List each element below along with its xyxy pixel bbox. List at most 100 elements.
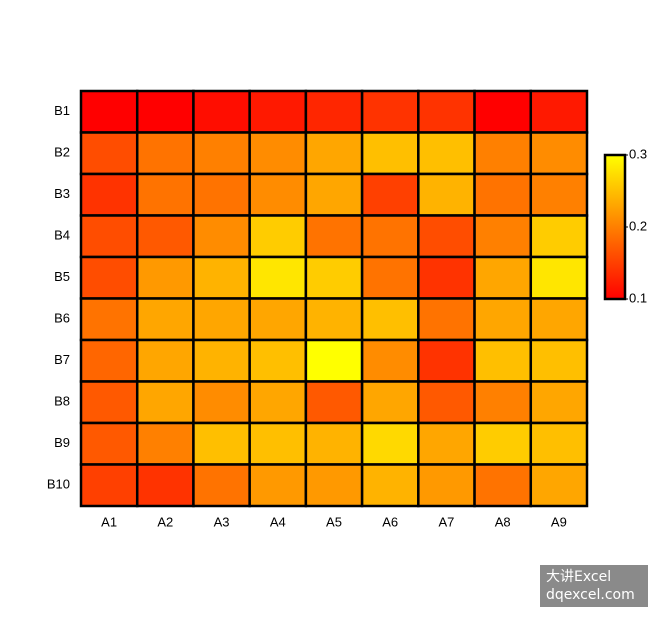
heatmap-cell [417, 89, 476, 134]
heatmap-cell [529, 297, 589, 342]
y-tick-label: B7 [54, 352, 70, 367]
y-tick-label: B10 [47, 477, 70, 492]
y-tick-label: B3 [54, 186, 70, 201]
y-tick-label: B9 [54, 435, 70, 450]
heatmap-cell [135, 297, 195, 342]
heatmap-cell [248, 131, 308, 176]
heatmap-cell [417, 255, 476, 300]
heatmap-cell [417, 338, 476, 383]
heatmap-cell [79, 255, 139, 300]
heatmap-cell [304, 89, 364, 134]
heatmap-cell [529, 214, 589, 259]
heatmap-cell [473, 131, 533, 176]
heatmap-cell [192, 297, 251, 342]
heatmap-cell [473, 297, 533, 342]
heatmap-cell [135, 89, 195, 134]
heatmap-cell [192, 131, 251, 176]
heatmap-cell [79, 338, 139, 383]
y-tick-label: B1 [54, 103, 70, 118]
heatmap-cell [135, 338, 195, 383]
x-tick-label: A5 [326, 514, 342, 529]
heatmap-cell [529, 421, 589, 466]
heatmap-cell [79, 172, 139, 217]
heatmap-cell [192, 463, 251, 508]
heatmap-cell [192, 89, 251, 134]
heatmap-cell [192, 338, 251, 383]
x-tick-label: A4 [270, 514, 286, 529]
heatmap-cell [360, 89, 420, 134]
heatmap-cell [248, 463, 308, 508]
heatmap-cell [473, 255, 533, 300]
heatmap-cell [529, 338, 589, 383]
y-tick-label: B6 [54, 311, 70, 326]
colorbar-tick-label: 0.3 [629, 146, 647, 161]
heatmap-cell [360, 214, 420, 259]
heatmap-cell [417, 380, 476, 425]
heatmap-cell [417, 131, 476, 176]
heatmap-cell [304, 297, 364, 342]
x-tick-label: A7 [438, 514, 454, 529]
y-tick-label: B2 [54, 145, 70, 160]
heatmap-cell [473, 380, 533, 425]
heatmap-cell [360, 380, 420, 425]
heatmap-cell [360, 172, 420, 217]
heatmap-cell [360, 463, 420, 508]
heatmap-cell [529, 131, 589, 176]
heatmap-cell [248, 380, 308, 425]
heatmap-cell [529, 255, 589, 300]
heatmap-cell [248, 172, 308, 217]
y-tick-label: B4 [54, 228, 70, 243]
heatmap-cell [360, 131, 420, 176]
watermark-line: 大讲Excel [546, 569, 612, 585]
heatmap-cell [304, 131, 364, 176]
x-tick-label: A6 [382, 514, 398, 529]
heatmap-cell [473, 172, 533, 217]
heatmap-cell [360, 421, 420, 466]
heatmap-cell [417, 421, 476, 466]
heatmap-cell [248, 89, 308, 134]
heatmap-cell [529, 89, 589, 134]
y-tick-label: B5 [54, 269, 70, 284]
heatmap-cell [192, 421, 251, 466]
heatmap-cell [135, 421, 195, 466]
heatmap-cell [79, 89, 139, 134]
x-tick-label: A1 [101, 514, 117, 529]
heatmap-cell [135, 131, 195, 176]
heatmap-cell [248, 214, 308, 259]
heatmap-cell [360, 297, 420, 342]
heatmap-cell [192, 255, 251, 300]
watermark: 大讲Excel dqexcel.com [540, 565, 648, 607]
heatmap-cell [529, 463, 589, 508]
heatmap-cell [529, 172, 589, 217]
heatmap-cell [79, 463, 139, 508]
heatmap-cell [304, 214, 364, 259]
x-tick-label: A3 [214, 514, 230, 529]
watermark-line: dqexcel.com [546, 587, 635, 603]
heatmap-cell [135, 214, 195, 259]
heatmap-cell [192, 214, 251, 259]
heatmap-cell [473, 89, 533, 134]
heatmap-cell [529, 380, 589, 425]
y-tick-label: B8 [54, 394, 70, 409]
heatmap-cell [79, 297, 139, 342]
heatmap-cell [304, 255, 364, 300]
heatmap-cell [135, 255, 195, 300]
heatmap-cell [248, 421, 308, 466]
heatmap-cell [473, 463, 533, 508]
x-tick-label: A2 [157, 514, 173, 529]
x-tick-label: A8 [495, 514, 511, 529]
heatmap-cell [304, 338, 364, 383]
heatmap-cell [135, 463, 195, 508]
heatmap-cell [192, 172, 251, 217]
heatmap-cell [248, 255, 308, 300]
heatmap-cell [135, 380, 195, 425]
heatmap-cell [79, 421, 139, 466]
heatmap-cell [248, 297, 308, 342]
heatmap-cell [248, 338, 308, 383]
heatmap-cell [417, 297, 476, 342]
heatmap-cell [304, 421, 364, 466]
heatmap-cell [304, 172, 364, 217]
heatmap-cell [304, 463, 364, 508]
